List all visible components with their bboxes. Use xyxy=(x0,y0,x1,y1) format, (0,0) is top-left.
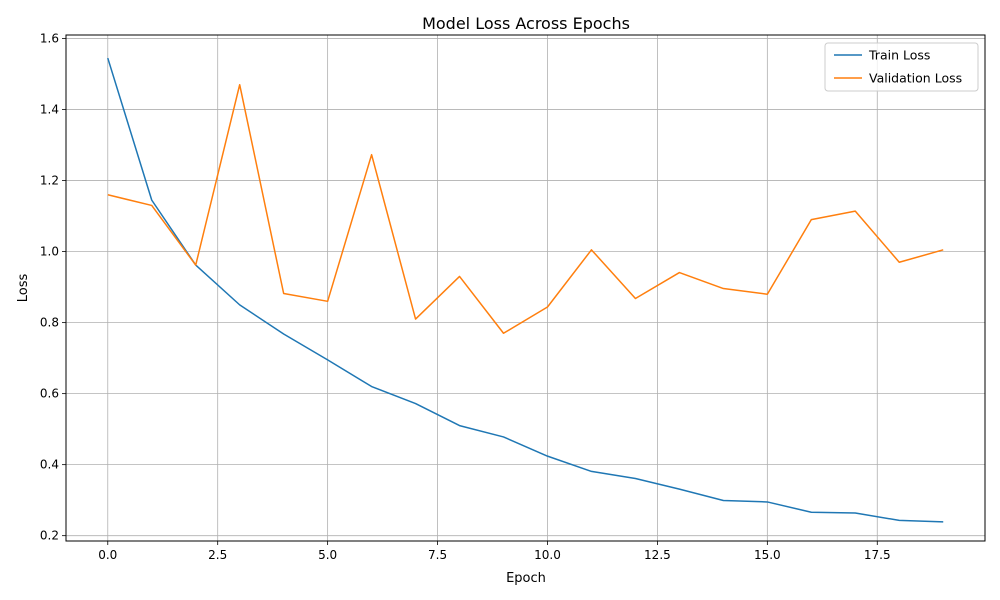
y-tick-label: 1.4 xyxy=(40,103,59,117)
x-tick-label: 2.5 xyxy=(208,548,227,562)
legend-label-validation-loss: Validation Loss xyxy=(869,71,962,86)
y-tick-label: 1.0 xyxy=(40,245,59,259)
y-tick-label: 0.4 xyxy=(40,458,59,472)
y-tick-label: 1.2 xyxy=(40,174,59,188)
y-axis-label: Loss xyxy=(16,274,31,303)
x-tick-label: 7.5 xyxy=(428,548,447,562)
y-axis-ticks: 0.2 0.4 0.6 0.8 1.0 1.2 1.4 1.6 xyxy=(40,32,66,543)
series-line-train-loss xyxy=(107,57,944,523)
x-tick-label: 5.0 xyxy=(318,548,337,562)
legend-label-train-loss: Train Loss xyxy=(868,48,930,63)
grid xyxy=(66,35,985,541)
x-axis-label: Epoch xyxy=(506,571,546,586)
x-tick-label: 0.0 xyxy=(98,548,117,562)
x-tick-label: 15.0 xyxy=(754,548,781,562)
legend: Train Loss Validation Loss xyxy=(824,42,979,92)
legend-box xyxy=(824,42,979,92)
series-line-validation-loss xyxy=(107,83,944,335)
y-tick-label: 1.6 xyxy=(40,32,59,46)
y-tick-label: 0.8 xyxy=(40,316,59,330)
y-tick-label: 0.6 xyxy=(40,387,59,401)
y-tick-label: 0.2 xyxy=(40,529,59,543)
plot-frame xyxy=(65,34,986,542)
series-group xyxy=(107,57,944,523)
x-axis-ticks: 0.0 2.5 5.0 7.5 10.0 12.5 15.0 17.5 xyxy=(98,541,891,562)
x-tick-label: 10.0 xyxy=(534,548,561,562)
x-tick-label: 12.5 xyxy=(644,548,671,562)
chart-title: Model Loss Across Epochs xyxy=(422,14,630,33)
x-tick-label: 17.5 xyxy=(864,548,891,562)
